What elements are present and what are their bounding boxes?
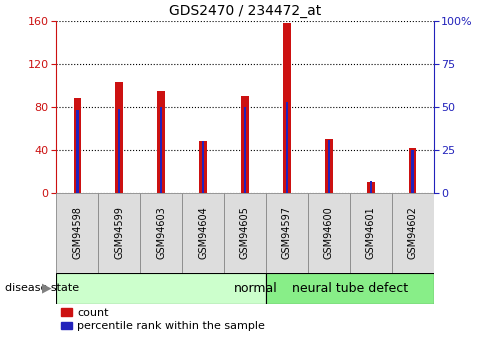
Bar <box>74 98 81 193</box>
Bar <box>116 82 123 193</box>
FancyBboxPatch shape <box>56 273 266 304</box>
Text: GSM94605: GSM94605 <box>240 206 250 259</box>
Bar <box>369 181 372 193</box>
FancyBboxPatch shape <box>140 193 182 273</box>
FancyBboxPatch shape <box>392 193 434 273</box>
FancyBboxPatch shape <box>308 193 350 273</box>
Bar <box>76 110 78 193</box>
Legend: count, percentile rank within the sample: count, percentile rank within the sample <box>56 304 270 336</box>
Text: ▶: ▶ <box>42 282 51 295</box>
FancyBboxPatch shape <box>266 273 434 304</box>
FancyBboxPatch shape <box>350 193 392 273</box>
Bar <box>202 141 204 193</box>
Text: GSM94603: GSM94603 <box>156 207 166 259</box>
Text: GSM94599: GSM94599 <box>114 206 124 259</box>
Text: GSM94598: GSM94598 <box>73 206 82 259</box>
Text: GSM94600: GSM94600 <box>324 207 334 259</box>
FancyBboxPatch shape <box>56 193 98 273</box>
Bar <box>328 140 330 193</box>
Text: GSM94602: GSM94602 <box>408 206 417 259</box>
Title: GDS2470 / 234472_at: GDS2470 / 234472_at <box>169 4 321 18</box>
Text: disease state: disease state <box>5 283 79 293</box>
Bar <box>283 23 291 193</box>
FancyBboxPatch shape <box>182 193 224 273</box>
FancyBboxPatch shape <box>98 193 140 273</box>
Bar <box>160 107 162 193</box>
Bar <box>325 139 333 193</box>
Text: normal: normal <box>234 282 277 295</box>
FancyBboxPatch shape <box>224 193 266 273</box>
Bar <box>367 183 374 193</box>
Bar <box>157 91 165 193</box>
Bar <box>286 102 288 193</box>
Text: GSM94597: GSM94597 <box>282 206 292 259</box>
Text: GSM94601: GSM94601 <box>366 207 376 259</box>
FancyBboxPatch shape <box>266 193 308 273</box>
Bar <box>118 109 121 193</box>
Bar <box>409 148 416 193</box>
Bar <box>199 141 207 193</box>
Bar <box>412 150 414 193</box>
Bar <box>241 96 249 193</box>
Text: neural tube defect: neural tube defect <box>292 282 408 295</box>
Text: GSM94604: GSM94604 <box>198 207 208 259</box>
Bar <box>244 107 246 193</box>
